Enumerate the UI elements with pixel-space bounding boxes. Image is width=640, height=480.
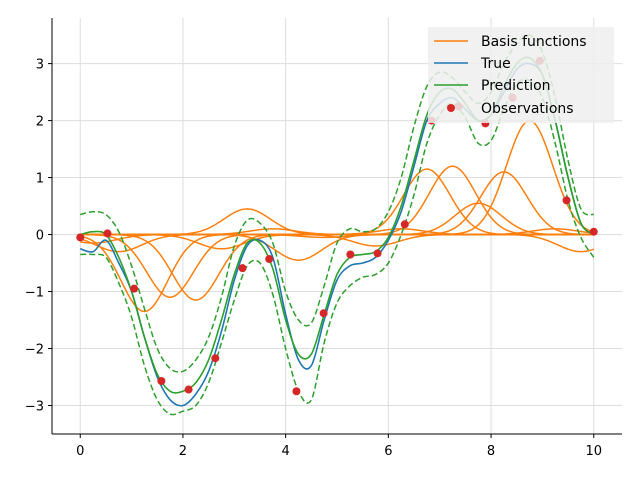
y-tick-label-5: 2 xyxy=(36,115,44,130)
x-tick-label-2: 4 xyxy=(282,444,290,459)
legend-label-basis: Basis functions xyxy=(481,34,587,50)
observation-point-4 xyxy=(184,385,193,394)
basis-function-14 xyxy=(80,165,594,236)
observation-point-7 xyxy=(265,255,274,264)
y-tick-label-6: 3 xyxy=(36,58,44,73)
x-tick-label-0: 0 xyxy=(76,444,84,459)
observation-point-0 xyxy=(76,233,85,242)
legend-label-true: True xyxy=(480,56,511,72)
legend-swatch-observations xyxy=(447,104,455,112)
observation-point-3 xyxy=(157,377,166,386)
observation-point-19 xyxy=(589,227,598,236)
x-tick-label-3: 6 xyxy=(384,444,392,459)
observation-point-9 xyxy=(319,309,328,318)
basis-function-15 xyxy=(80,202,594,236)
basis-function-6 xyxy=(80,208,594,236)
y-tick-label-3: 0 xyxy=(36,229,44,244)
legend-label-observations: Observations xyxy=(481,101,574,117)
y-tick-label-4: 1 xyxy=(36,172,44,187)
y-tick-label-0: −3 xyxy=(25,400,44,415)
observation-point-11 xyxy=(373,249,382,258)
observation-point-6 xyxy=(238,264,247,273)
prediction-upper-bound xyxy=(80,34,595,373)
observation-point-5 xyxy=(211,354,220,363)
observation-point-18 xyxy=(562,196,571,205)
observation-point-12 xyxy=(400,220,409,229)
y-tick-label-2: −1 xyxy=(25,286,44,301)
observation-point-8 xyxy=(292,387,301,396)
x-tick-label-5: 10 xyxy=(585,444,602,459)
legend-label-prediction: Prediction xyxy=(481,78,551,94)
basis-function-16 xyxy=(80,171,594,236)
ticks-layer: 0 2 4 6 8 10 −3 −2 −1 0 1 2 3 xyxy=(25,58,602,459)
basis-function-19 xyxy=(80,233,594,253)
legend: Basis functions True Prediction Observat… xyxy=(428,27,614,123)
basis-function-13 xyxy=(80,168,594,236)
basis-functions-layer xyxy=(80,119,594,313)
axes xyxy=(51,18,622,435)
observation-point-10 xyxy=(346,250,355,259)
observation-point-2 xyxy=(130,284,139,293)
prediction-lower-bound xyxy=(80,78,595,416)
y-tick-label-1: −2 xyxy=(25,343,44,358)
x-tick-label-1: 2 xyxy=(179,444,187,459)
x-tick-label-4: 8 xyxy=(487,444,495,459)
observation-point-1 xyxy=(103,229,112,238)
legend-box xyxy=(428,27,614,123)
